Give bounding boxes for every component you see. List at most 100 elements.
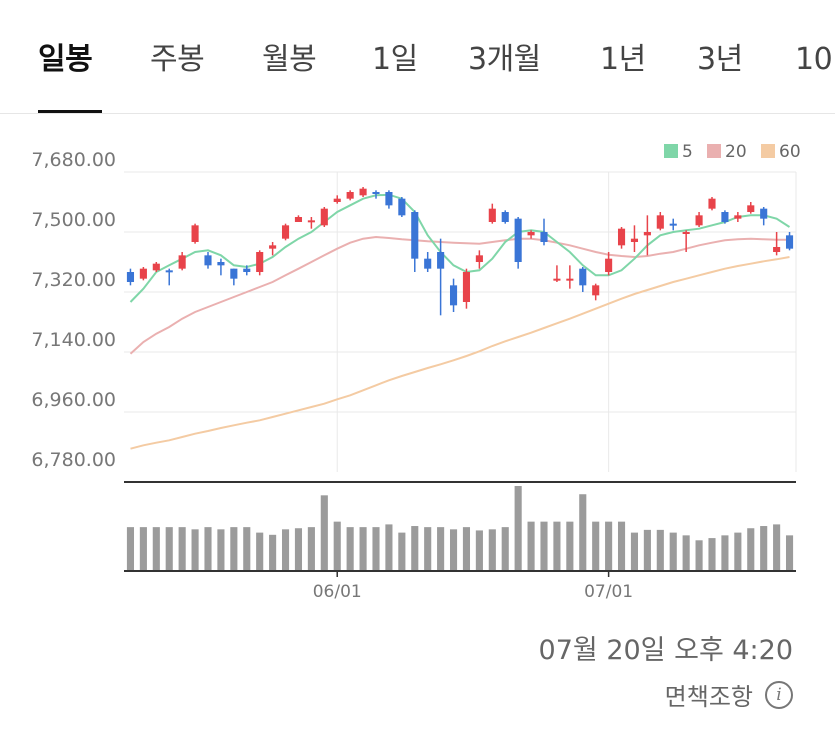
candle-body bbox=[204, 255, 212, 266]
disclaimer-link[interactable]: 면책조항 i bbox=[665, 677, 793, 712]
candle-body bbox=[579, 268, 587, 286]
candle-body bbox=[294, 217, 303, 222]
volume-bar bbox=[773, 524, 781, 571]
y-tick-label: 7,140.00 bbox=[31, 329, 116, 351]
volume-bar bbox=[475, 530, 483, 571]
candle-body bbox=[695, 215, 703, 226]
candle bbox=[579, 267, 587, 292]
candle-body bbox=[359, 188, 367, 196]
candle-body bbox=[424, 258, 432, 269]
y-tick-label: 7,680.00 bbox=[31, 149, 116, 171]
legend-swatch bbox=[761, 144, 775, 158]
info-icon: i bbox=[765, 680, 793, 709]
candle-body bbox=[126, 272, 135, 282]
period-tabs: 일봉 주봉 월봉 1일 3개월 1년 3년 10년 bbox=[0, 0, 835, 114]
candle-body bbox=[475, 255, 483, 262]
candle bbox=[217, 258, 225, 276]
candle-body bbox=[566, 278, 574, 281]
candle-body bbox=[656, 215, 664, 229]
candle-body bbox=[449, 285, 458, 306]
candle bbox=[411, 210, 419, 272]
tab-3years[interactable]: 3년 bbox=[697, 42, 743, 77]
candle bbox=[281, 223, 290, 241]
volume-bar bbox=[281, 529, 290, 571]
tab-monthly[interactable]: 월봉 bbox=[262, 42, 317, 77]
volume-bar bbox=[320, 495, 328, 571]
candle bbox=[656, 212, 664, 231]
volume-bar bbox=[721, 535, 729, 571]
candle-body bbox=[773, 247, 781, 252]
candle bbox=[488, 203, 496, 224]
timestamp: 07월 20일 오후 4:20 bbox=[538, 635, 793, 666]
tab-weekly[interactable]: 주봉 bbox=[150, 42, 205, 77]
candle bbox=[152, 262, 160, 272]
candle bbox=[501, 210, 509, 224]
candle-body bbox=[785, 235, 794, 249]
volume-bar bbox=[152, 527, 160, 571]
tab-daily[interactable]: 일봉 bbox=[38, 42, 93, 77]
tab-1year[interactable]: 1년 bbox=[600, 42, 646, 77]
x-tick-label: 07/01 bbox=[584, 582, 633, 602]
volume-bar bbox=[333, 521, 341, 571]
candle-body bbox=[178, 255, 186, 269]
candle bbox=[385, 190, 393, 209]
candle-body bbox=[217, 262, 225, 266]
tab-10years[interactable]: 10년 bbox=[795, 42, 835, 77]
volume-bar bbox=[139, 527, 147, 571]
candle bbox=[346, 190, 354, 201]
legend-item-ma60: 60 bbox=[761, 142, 801, 162]
legend-label: 5 bbox=[682, 142, 693, 162]
stock-chart[interactable]: 7,680.00 7,500.00 7,320.00 7,140.00 6,960.00… bbox=[0, 0, 835, 620]
candle-body bbox=[527, 232, 535, 236]
candle bbox=[630, 225, 639, 252]
ma5-line bbox=[129, 193, 791, 303]
tab-1day[interactable]: 1일 bbox=[372, 42, 418, 77]
candle bbox=[514, 217, 522, 269]
volume-bar bbox=[398, 532, 406, 571]
candle-body bbox=[605, 258, 613, 272]
candle-body bbox=[385, 192, 393, 206]
candle-body bbox=[152, 263, 160, 271]
candle-body bbox=[488, 208, 496, 222]
candle bbox=[747, 202, 755, 214]
candle-body bbox=[191, 225, 199, 242]
candle bbox=[682, 230, 690, 252]
volume-bar bbox=[346, 527, 354, 571]
candle-body bbox=[747, 205, 755, 212]
y-tick-label: 7,500.00 bbox=[31, 209, 116, 231]
volume-bar bbox=[307, 527, 315, 571]
candle bbox=[437, 238, 445, 316]
volume-bar bbox=[372, 527, 380, 571]
volume-bar bbox=[359, 527, 367, 571]
volume-bar bbox=[747, 528, 755, 571]
volume-bar bbox=[527, 521, 535, 571]
tab-3months[interactable]: 3개월 bbox=[468, 42, 541, 77]
candle bbox=[269, 242, 277, 256]
candle bbox=[617, 227, 626, 249]
candle bbox=[320, 207, 328, 227]
volume-bar bbox=[592, 521, 600, 571]
x-tick-label: 06/01 bbox=[313, 582, 362, 602]
y-tick-label: 6,960.00 bbox=[31, 389, 116, 411]
candle-body bbox=[514, 218, 522, 262]
volume-bar bbox=[785, 535, 794, 571]
volume-bar bbox=[553, 521, 561, 571]
candle-body bbox=[682, 232, 690, 234]
volume-bar bbox=[617, 521, 626, 571]
candle bbox=[398, 197, 406, 217]
candle-body bbox=[721, 212, 729, 222]
disclaimer-label: 면책조항 bbox=[664, 683, 753, 711]
volume-bar bbox=[243, 527, 251, 571]
legend-label: 60 bbox=[779, 142, 801, 162]
candle-body bbox=[281, 225, 290, 239]
candle bbox=[695, 212, 703, 227]
candle bbox=[773, 232, 781, 256]
candle-body bbox=[760, 208, 768, 219]
candle bbox=[178, 252, 186, 271]
candle-body bbox=[333, 198, 341, 202]
active-tab-indicator bbox=[38, 110, 102, 113]
candle bbox=[243, 265, 251, 276]
volume-bar bbox=[501, 527, 509, 571]
candle-body bbox=[307, 220, 315, 223]
ma60-line bbox=[130, 256, 790, 450]
